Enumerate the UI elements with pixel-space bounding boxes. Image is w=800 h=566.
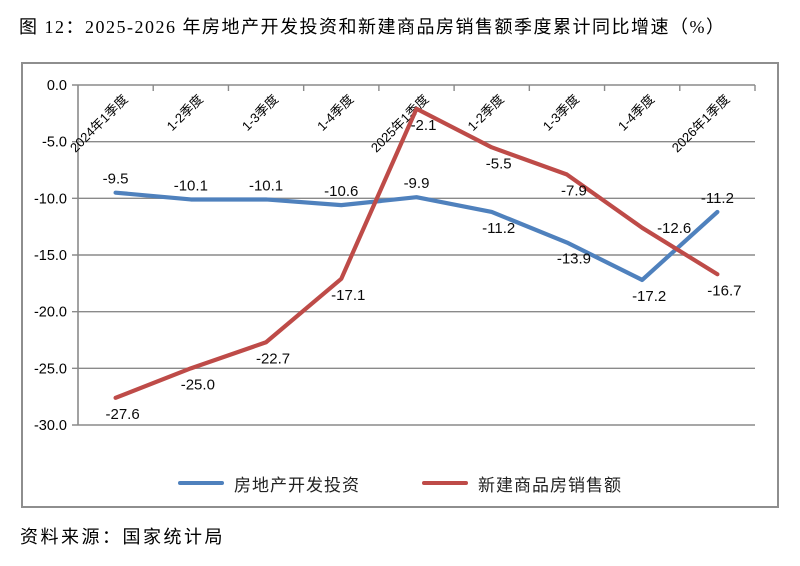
- x-axis-category-label: 1-3季度: [239, 92, 281, 134]
- data-point-label: -27.6: [106, 406, 140, 423]
- chart-canvas: 0.0 -5.0 -10.0 -15.0 -20.0 -25.0 -30.0 2024年1季度…: [34, 78, 756, 434]
- x-axis-category-label: 1-3季度: [540, 92, 582, 134]
- x-axis-category-label: 1-2季度: [164, 92, 206, 134]
- legend-item-investment: 房地产开发投资: [178, 471, 360, 496]
- data-point-label: -25.0: [181, 376, 215, 393]
- series-line: [113, 106, 720, 400]
- figure-title: 图 12：2025-2026 年房地产开发投资和新建商品房销售额季度累计同比增速…: [19, 17, 726, 37]
- data-point-label: -22.7: [256, 350, 290, 367]
- legend-item-sales: 新建商品房销售额: [422, 471, 622, 496]
- data-point-label: -17.1: [331, 287, 365, 304]
- chart-legend: 房地产开发投资 新建商品房销售额: [23, 466, 777, 500]
- data-point-label: -11.2: [482, 220, 515, 237]
- data-point-label: -5.5: [486, 155, 512, 172]
- data-point-label: -2.1: [411, 117, 437, 134]
- x-axis-category-label: 2026年1季度: [669, 92, 733, 156]
- y-axis-tick-label: -20.0: [34, 305, 67, 321]
- source-note: 资料来源：国家统计局: [20, 527, 225, 547]
- y-axis-tick-label: 0.0: [47, 78, 67, 94]
- data-point-label: -9.9: [404, 175, 430, 192]
- legend-line-swatch-blue: [178, 481, 224, 485]
- data-point-label: -9.5: [103, 171, 129, 188]
- x-axis-category-label: 1-4季度: [615, 92, 657, 134]
- data-point-label: -7.9: [561, 183, 587, 200]
- data-point-label: -11.2: [701, 190, 734, 207]
- x-axis-category-label: 2024年1季度: [67, 92, 131, 156]
- legend-line-swatch-red: [422, 481, 468, 485]
- y-axis-tick-label: -5.0: [42, 135, 67, 151]
- y-axis-tick-label: -30.0: [34, 418, 67, 434]
- series-line: [113, 190, 720, 283]
- data-point-label: -16.7: [707, 282, 741, 299]
- data-point-label: -10.1: [174, 177, 208, 194]
- x-axis-category-label: 1-2季度: [465, 92, 507, 134]
- y-axis-tick-label: -10.0: [34, 191, 67, 207]
- data-point-label: -17.2: [632, 288, 666, 305]
- legend-label: 新建商品房销售额: [478, 475, 622, 495]
- chart-frame: 0.0 -5.0 -10.0 -15.0 -20.0 -25.0 -30.0 2024年1季度…: [21, 62, 779, 508]
- legend-label: 房地产开发投资: [234, 475, 360, 495]
- data-point-label: -10.1: [249, 177, 283, 194]
- data-point-label: -10.6: [324, 183, 358, 200]
- data-point-label: -13.9: [557, 251, 591, 268]
- data-point-label: -12.6: [657, 220, 691, 237]
- x-axis-category-label: 1-4季度: [314, 92, 356, 134]
- y-axis-tick-label: -25.0: [34, 361, 67, 377]
- y-axis-tick-label: -15.0: [34, 248, 67, 264]
